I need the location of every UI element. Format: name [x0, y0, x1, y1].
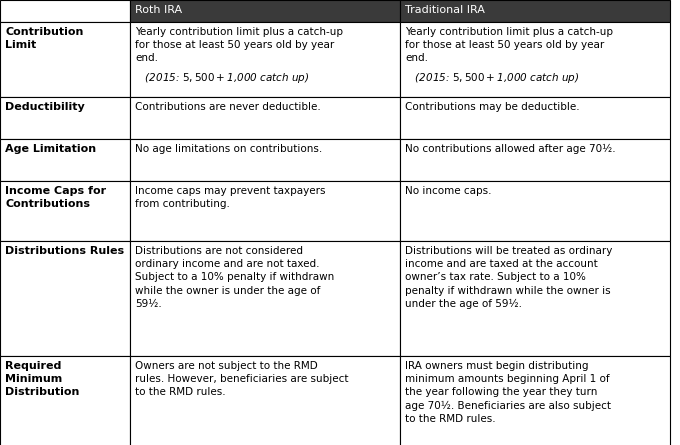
Text: (2015: $5,500+$1,000 catch up): (2015: $5,500+$1,000 catch up)	[135, 71, 309, 85]
Text: Yearly contribution limit plus a catch-up
for those at least 50 years old by yea: Yearly contribution limit plus a catch-u…	[135, 27, 343, 63]
Bar	[400, 181, 670, 241]
Bar	[400, 139, 670, 181]
Bar	[400, 241, 670, 356]
Text: Distributions Rules: Distributions Rules	[5, 246, 124, 256]
Text: Roth IRA: Roth IRA	[135, 5, 182, 15]
Text: Contributions may be deductible.: Contributions may be deductible.	[405, 102, 579, 112]
Bar	[130, 22, 400, 97]
Bar	[0, 22, 130, 97]
Bar	[0, 356, 130, 445]
Text: Deductibility: Deductibility	[5, 102, 85, 112]
Text: Income Caps for
Contributions: Income Caps for Contributions	[5, 186, 106, 209]
Text: Owners are not subject to the RMD
rules. However, beneficiaries are subject
to t: Owners are not subject to the RMD rules.…	[135, 361, 348, 397]
Text: Contribution
Limit: Contribution Limit	[5, 27, 84, 50]
Text: Yearly contribution limit plus a catch-up
for those at least 50 years old by yea: Yearly contribution limit plus a catch-u…	[405, 27, 613, 63]
Text: IRA owners must begin distributing
minimum amounts beginning April 1 of
the year: IRA owners must begin distributing minim…	[405, 361, 611, 424]
Text: Traditional IRA: Traditional IRA	[405, 5, 485, 15]
Bar	[400, 0, 670, 22]
Text: (2015: $5,500+$1,000 catch up): (2015: $5,500+$1,000 catch up)	[405, 71, 579, 85]
Text: Contributions are never deductible.: Contributions are never deductible.	[135, 102, 321, 112]
Text: Distributions will be treated as ordinary
income and are taxed at the account
ow: Distributions will be treated as ordinar…	[405, 246, 613, 309]
Bar	[400, 22, 670, 97]
Text: Required
Minimum
Distribution: Required Minimum Distribution	[5, 361, 80, 397]
Text: No contributions allowed after age 70½.: No contributions allowed after age 70½.	[405, 144, 615, 154]
Text: Distributions are not considered
ordinary income and are not taxed.
Subject to a: Distributions are not considered ordinar…	[135, 246, 335, 309]
Bar	[0, 181, 130, 241]
Bar	[130, 139, 400, 181]
Text: No age limitations on contributions.: No age limitations on contributions.	[135, 144, 322, 154]
Bar	[0, 97, 130, 139]
Bar	[400, 356, 670, 445]
Bar	[130, 241, 400, 356]
Bar	[400, 97, 670, 139]
Bar	[130, 97, 400, 139]
Text: No income caps.: No income caps.	[405, 186, 492, 196]
Bar	[0, 0, 130, 22]
Bar	[130, 356, 400, 445]
Bar	[130, 0, 400, 22]
Text: Income caps may prevent taxpayers
from contributing.: Income caps may prevent taxpayers from c…	[135, 186, 326, 209]
Bar	[0, 139, 130, 181]
Bar	[0, 241, 130, 356]
Bar	[130, 181, 400, 241]
Text: Age Limitation: Age Limitation	[5, 144, 96, 154]
